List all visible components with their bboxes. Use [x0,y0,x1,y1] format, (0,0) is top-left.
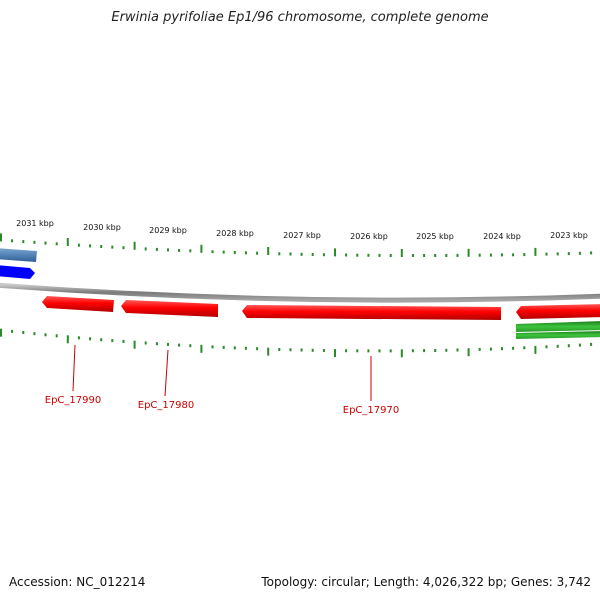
genome-summary-text: Topology: circular; Length: 4,026,322 bp… [261,575,591,589]
ruler-label-2023: 2023 kbp [550,231,588,240]
gene-label-EpC-17970: EpC_17970 [343,405,399,416]
ruler-label-2031: 2031 kbp [16,219,54,228]
ruler-label-2030: 2030 kbp [83,223,121,232]
upper-ruler-ticks [0,233,593,257]
gene-EpC-17990[interactable] [42,296,114,312]
gene-blue-feature[interactable] [0,265,35,279]
chromosome-backbone [0,282,600,303]
leader-EpC-17980 [164,349,169,397]
ruler-label-2025: 2025 kbp [416,232,454,241]
gene-label-EpC-17980: EpC_17980 [138,400,194,411]
ruler-labels: 2031 kbp 2030 kbp 2029 kbp 2028 kbp 2027… [16,219,588,241]
gene-steelblue-feature[interactable] [0,248,37,262]
gene-green-feature-lower[interactable] [516,331,600,339]
ruler-label-2024: 2024 kbp [483,232,521,241]
gene-EpC-17980[interactable] [121,300,218,317]
leader-EpC-17990 [72,344,76,392]
ruler-label-2028: 2028 kbp [216,229,254,238]
accession-text: Accession: NC_012214 [9,575,146,589]
ruler-label-2026: 2026 kbp [350,232,388,241]
ruler-label-2029: 2029 kbp [149,226,187,235]
gene-red-right-feature[interactable] [516,304,600,319]
gene-label-EpC-17990: EpC_17990 [45,395,101,406]
gene-EpC-17970[interactable] [242,305,501,320]
lower-ruler-ticks [0,328,593,358]
page-title: Erwinia pyrifoliae Ep1/96 chromosome, co… [111,10,489,25]
gene-green-feature-upper[interactable] [516,321,600,332]
ruler-label-2027: 2027 kbp [283,231,321,240]
